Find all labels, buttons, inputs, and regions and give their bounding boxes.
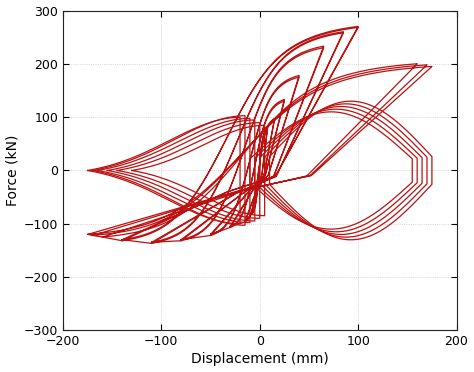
X-axis label: Displacement (mm): Displacement (mm) xyxy=(191,352,328,366)
Y-axis label: Force (kN): Force (kN) xyxy=(6,135,19,206)
